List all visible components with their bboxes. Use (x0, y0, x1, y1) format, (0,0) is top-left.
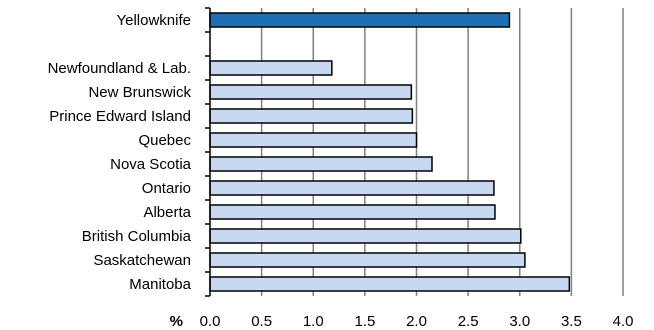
x-tick-label: 2.0 (406, 313, 427, 330)
x-tick-label: 1.5 (354, 313, 375, 330)
category-label: Saskatchewan (93, 252, 191, 269)
category-label: British Columbia (82, 228, 192, 245)
category-label: Prince Edward Island (49, 108, 191, 125)
category-label: Quebec (138, 132, 191, 149)
x-tick-labels: 0.0 0.5 1.0 1.5 2.0 2.5 3.0 3.5 4.0 (200, 313, 634, 330)
category-label: Manitoba (129, 276, 191, 293)
category-label: Nova Scotia (110, 156, 192, 173)
bar (209, 108, 414, 124)
bar (209, 156, 433, 172)
bar (209, 180, 495, 196)
x-tick-label: 1.0 (303, 313, 324, 330)
category-labels: Yellowknife Newfoundland & Lab. New Brunsw… (48, 12, 192, 293)
bar (209, 276, 571, 292)
x-tick-label: 3.0 (509, 313, 530, 330)
x-axis-label: % (170, 313, 183, 330)
bars (209, 12, 571, 292)
category-label: Ontario (142, 180, 191, 197)
category-label: New Brunswick (88, 84, 191, 101)
x-tick-label: 0.0 (200, 313, 221, 330)
bar (209, 132, 418, 148)
category-label: Newfoundland & Lab. (48, 60, 191, 77)
x-tick-label: 4.0 (613, 313, 634, 330)
bar (209, 84, 413, 100)
bar (209, 228, 522, 244)
bar (209, 204, 496, 220)
bar (209, 252, 526, 268)
bar (209, 60, 333, 76)
grid-lines (260, 8, 624, 296)
axes (205, 7, 211, 297)
bar (209, 12, 511, 28)
x-tick-label: 3.5 (561, 313, 582, 330)
x-tick-label: 2.5 (458, 313, 479, 330)
category-label: Yellowknife (117, 12, 192, 29)
x-tick-label: 0.5 (251, 313, 272, 330)
category-label: Alberta (143, 204, 191, 221)
